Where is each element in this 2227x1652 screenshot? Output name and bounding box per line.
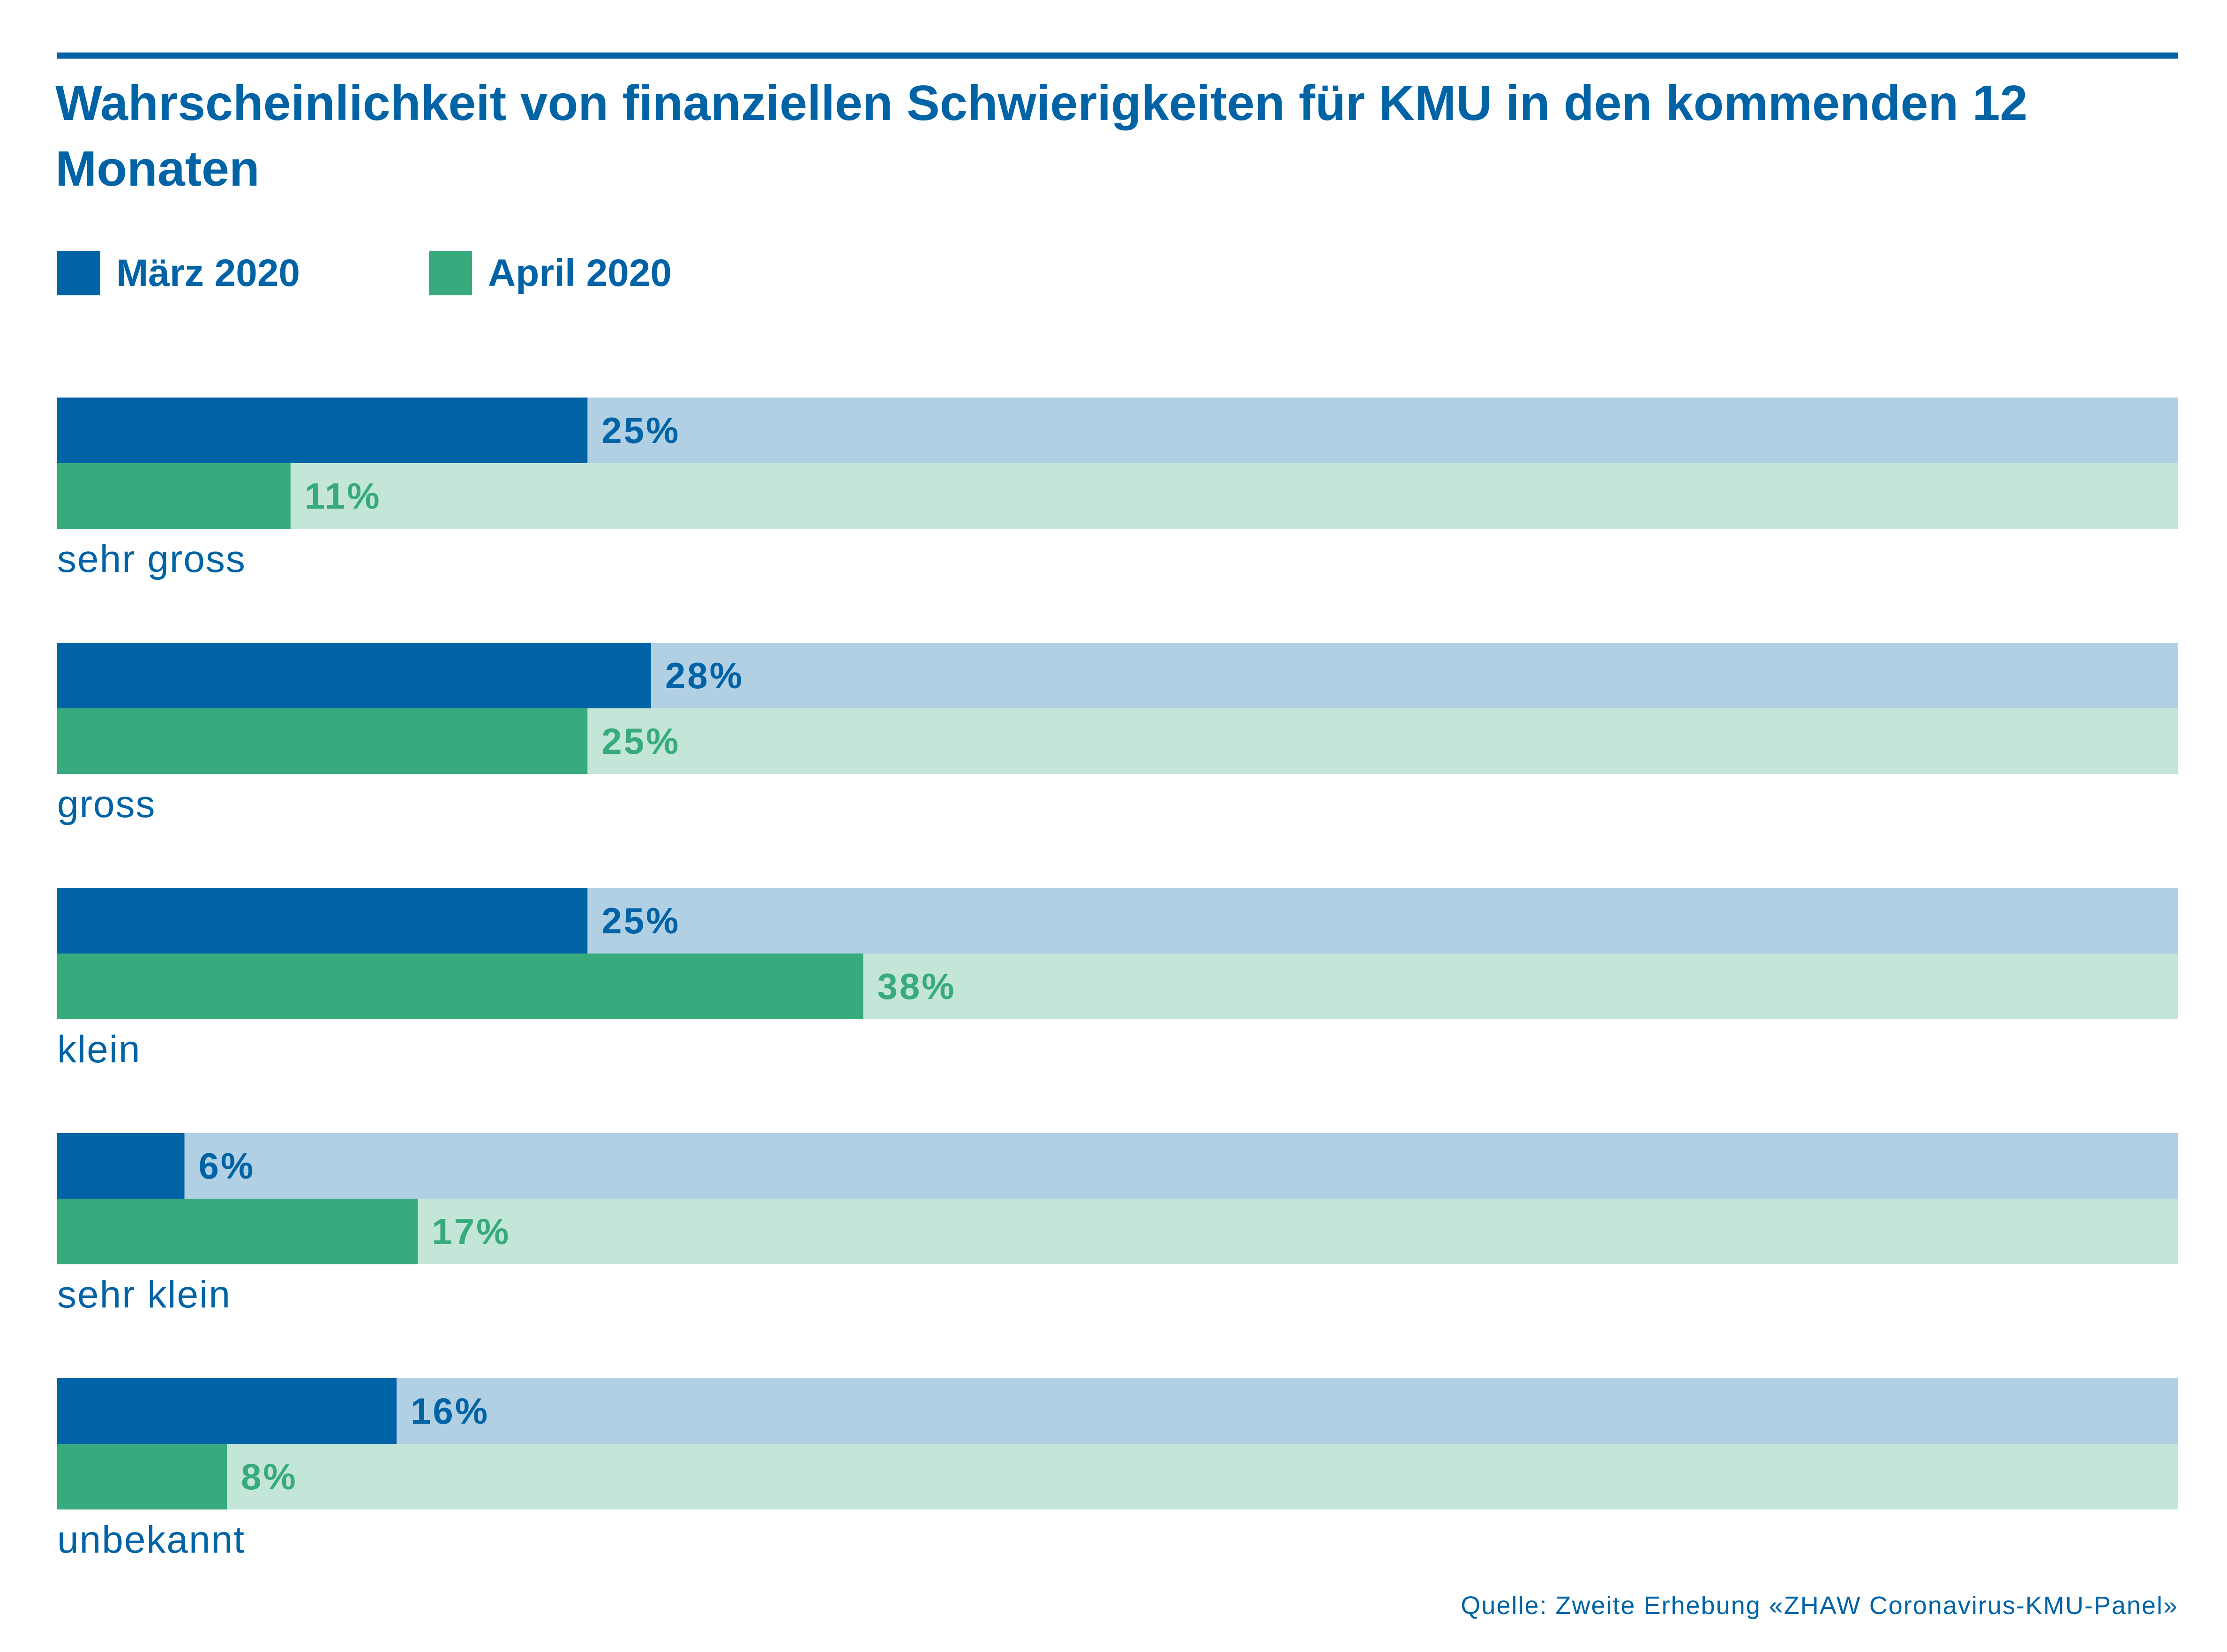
data-label-maerz: 6% xyxy=(199,1145,255,1186)
category-label: klein xyxy=(57,1028,141,1071)
legend-label-april: April 2020 xyxy=(488,252,672,294)
data-label-maerz: 28% xyxy=(665,655,744,696)
category-label: sehr gross xyxy=(57,538,246,580)
bar-track-april xyxy=(57,463,2178,529)
bar-maerz xyxy=(57,1378,397,1444)
legend-swatch-april xyxy=(429,251,472,295)
category-label: gross xyxy=(57,783,156,826)
bar-track-april xyxy=(57,1444,2178,1509)
data-label-april: 17% xyxy=(432,1211,510,1252)
category-label: unbekannt xyxy=(57,1518,245,1561)
bar-track-maerz xyxy=(57,1378,2178,1444)
top-rule xyxy=(57,53,2178,59)
legend-label-march: März 2020 xyxy=(116,252,300,294)
bar-april xyxy=(57,1444,227,1509)
bar-track-maerz xyxy=(57,1133,2178,1199)
bar-april xyxy=(57,1199,418,1264)
data-label-april: 11% xyxy=(305,475,382,517)
bar-maerz xyxy=(57,398,588,463)
bar-april xyxy=(57,463,291,529)
data-label-maerz: 16% xyxy=(411,1390,489,1432)
source-note: Quelle: Zweite Erhebung «ZHAW Coronaviru… xyxy=(1461,1592,2178,1620)
data-label-maerz: 25% xyxy=(601,410,680,451)
bar-maerz xyxy=(57,643,651,708)
bar-april xyxy=(57,708,588,774)
data-label-april: 8% xyxy=(241,1456,298,1497)
bar-maerz xyxy=(57,1133,185,1199)
data-label-april: 38% xyxy=(877,966,956,1007)
bar-april xyxy=(57,954,863,1019)
data-label-april: 25% xyxy=(601,721,680,762)
legend-swatch-march xyxy=(57,251,100,295)
category-label: sehr klein xyxy=(57,1273,231,1316)
chart-title: Wahrscheinlichkeit von finanziellen Schw… xyxy=(55,75,2028,196)
bar-maerz xyxy=(57,888,588,954)
data-label-maerz: 25% xyxy=(601,900,680,941)
